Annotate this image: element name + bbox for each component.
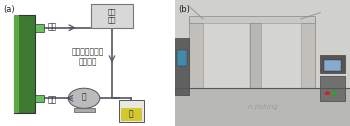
Text: (a): (a) — [4, 5, 15, 14]
Text: 硫: 硫 — [129, 110, 134, 119]
Bar — [320, 55, 345, 73]
Bar — [189, 16, 315, 23]
Bar — [91, 4, 133, 28]
Bar — [121, 108, 142, 121]
Circle shape — [325, 91, 330, 95]
Bar — [74, 108, 95, 112]
Bar — [203, 23, 248, 88]
Bar — [261, 23, 301, 88]
Bar — [320, 76, 345, 101]
Bar — [301, 19, 315, 88]
Text: 流量
控制: 流量 控制 — [108, 9, 116, 23]
Bar — [175, 38, 189, 94]
Bar — [119, 100, 144, 122]
Bar — [324, 60, 341, 71]
Bar — [189, 19, 203, 88]
Bar — [14, 15, 35, 113]
Text: 出液: 出液 — [47, 22, 56, 31]
Circle shape — [332, 91, 337, 95]
Bar — [175, 0, 350, 88]
Text: 泵: 泵 — [82, 92, 86, 102]
Text: 进液: 进液 — [47, 95, 56, 104]
Text: n jieking: n jieking — [247, 104, 278, 110]
Bar — [35, 24, 44, 32]
Bar — [177, 50, 187, 66]
Ellipse shape — [68, 88, 100, 108]
Bar — [250, 19, 261, 88]
Text: (b): (b) — [178, 5, 190, 14]
Text: 硫极循环液流化
钒硫电池: 硫极循环液流化 钒硫电池 — [71, 47, 104, 66]
Bar — [14, 15, 19, 113]
Bar — [35, 94, 44, 102]
